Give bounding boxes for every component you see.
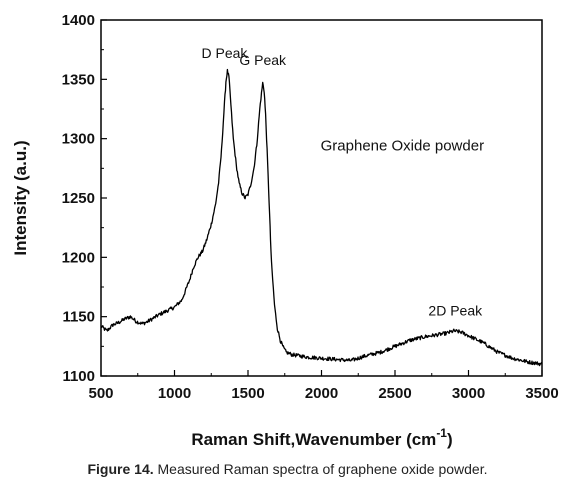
series-layer xyxy=(100,68,543,367)
y-tick-label: 1400 xyxy=(62,12,95,29)
y-axis-ticks: 1100 1150 1200 1250 1300 1350 1400 xyxy=(62,12,107,385)
y-tick-label: 1100 xyxy=(62,368,95,385)
x-tick-label: 1000 xyxy=(158,385,191,402)
caption-prefix: Figure 14. xyxy=(87,461,154,477)
annotation-label: Graphene Oxide powder xyxy=(321,138,484,155)
y-tick-label: 1200 xyxy=(62,249,95,266)
x-tick-label: 3500 xyxy=(525,385,558,402)
y-tick-label: 1350 xyxy=(62,71,95,88)
plot-border xyxy=(100,19,543,377)
spectrum-line xyxy=(100,68,543,367)
x-tick-label: 3000 xyxy=(452,385,485,402)
annotation-label: G Peak xyxy=(239,52,287,68)
annotation-label: 2D Peak xyxy=(428,302,483,318)
x-tick-label: 2000 xyxy=(305,385,338,402)
annotation-label: D Peak xyxy=(202,45,249,61)
x-axis-ticks: 500 1000 1500 2000 2500 3000 3500 xyxy=(88,370,559,402)
figure-caption: Figure 14. Measured Raman spectra of gra… xyxy=(0,461,575,477)
plot-frame xyxy=(100,19,543,377)
x-axis-label: Raman Shift,Wavenumber (cm-1) xyxy=(191,426,452,449)
x-tick-label: 1500 xyxy=(231,385,264,402)
x-tick-label: 2500 xyxy=(378,385,411,402)
y-tick-label: 1150 xyxy=(62,309,95,326)
raman-chart: 500 1000 1500 2000 2500 3000 3500 1100 1150 1200… xyxy=(11,12,559,449)
y-tick-label: 1300 xyxy=(62,131,95,148)
y-tick-label: 1250 xyxy=(62,190,95,207)
y-axis-label: Intensity (a.u.) xyxy=(11,140,30,255)
x-tick-label: 500 xyxy=(88,385,113,402)
caption-text: Measured Raman spectra of graphene oxide… xyxy=(153,461,488,477)
